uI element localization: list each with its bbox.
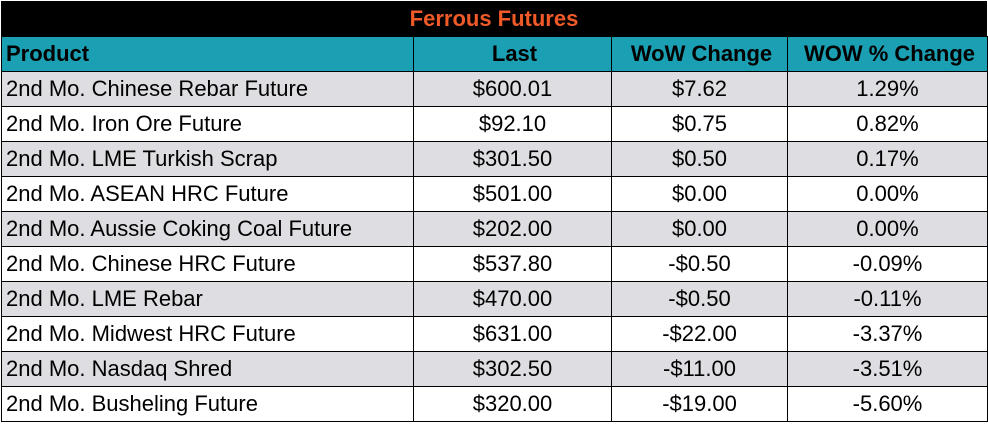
column-header-wow-change: WoW Change — [611, 36, 788, 72]
table-row: 2nd Mo. Chinese HRC Future $537.80 -$0.5… — [1, 246, 988, 282]
cell-last: $537.80 — [413, 246, 612, 282]
table-row: 2nd Mo. ASEAN HRC Future $501.00 $0.00 0… — [1, 176, 988, 212]
cell-product: 2nd Mo. LME Rebar — [1, 281, 414, 317]
cell-wow-pct-change: 0.17% — [787, 141, 988, 177]
cell-last: $631.00 — [413, 316, 612, 352]
cell-wow-pct-change: -3.37% — [787, 316, 988, 352]
cell-wow-change: $0.75 — [611, 106, 788, 142]
cell-wow-pct-change: -3.51% — [787, 351, 988, 387]
cell-wow-change: -$22.00 — [611, 316, 788, 352]
header-row: Product Last WoW Change WOW % Change — [1, 36, 988, 72]
cell-product: 2nd Mo. Aussie Coking Coal Future — [1, 211, 414, 247]
column-header-product: Product — [1, 36, 414, 72]
table-row: 2nd Mo. Iron Ore Future $92.10 $0.75 0.8… — [1, 106, 988, 142]
cell-wow-change: -$0.50 — [611, 281, 788, 317]
cell-last: $202.00 — [413, 211, 612, 247]
table-row: 2nd Mo. Nasdaq Shred $302.50 -$11.00 -3.… — [1, 351, 988, 387]
cell-product: 2nd Mo. Chinese Rebar Future — [1, 71, 414, 107]
cell-product: 2nd Mo. Busheling Future — [1, 386, 414, 422]
table-row: 2nd Mo. Midwest HRC Future $631.00 -$22.… — [1, 316, 988, 352]
cell-wow-pct-change: 0.00% — [787, 211, 988, 247]
cell-product: 2nd Mo. Iron Ore Future — [1, 106, 414, 142]
cell-last: $600.01 — [413, 71, 612, 107]
cell-last: $320.00 — [413, 386, 612, 422]
cell-wow-pct-change: -0.11% — [787, 281, 988, 317]
cell-wow-pct-change: 0.00% — [787, 176, 988, 212]
cell-product: 2nd Mo. Chinese HRC Future — [1, 246, 414, 282]
cell-wow-pct-change: 1.29% — [787, 71, 988, 107]
column-header-last: Last — [413, 36, 612, 72]
cell-wow-change: $0.00 — [611, 176, 788, 212]
table-row: 2nd Mo. Aussie Coking Coal Future $202.0… — [1, 211, 988, 247]
cell-wow-change: -$11.00 — [611, 351, 788, 387]
cell-last: $92.10 — [413, 106, 612, 142]
cell-product: 2nd Mo. Nasdaq Shred — [1, 351, 414, 387]
cell-last: $470.00 — [413, 281, 612, 317]
table-body: 2nd Mo. Chinese Rebar Future $600.01 $7.… — [1, 71, 988, 422]
cell-wow-change: -$0.50 — [611, 246, 788, 282]
cell-wow-pct-change: 0.82% — [787, 106, 988, 142]
column-header-wow-pct-change: WOW % Change — [787, 36, 988, 72]
cell-wow-change: -$19.00 — [611, 386, 788, 422]
cell-product: 2nd Mo. Midwest HRC Future — [1, 316, 414, 352]
table-row: 2nd Mo. Busheling Future $320.00 -$19.00… — [1, 386, 988, 422]
cell-product: 2nd Mo. ASEAN HRC Future — [1, 176, 414, 212]
cell-last: $501.00 — [413, 176, 612, 212]
table-row: 2nd Mo. LME Turkish Scrap $301.50 $0.50 … — [1, 141, 988, 177]
cell-wow-change: $0.50 — [611, 141, 788, 177]
cell-wow-change: $7.62 — [611, 71, 788, 107]
table-title: Ferrous Futures — [1, 1, 987, 36]
cell-wow-pct-change: -0.09% — [787, 246, 988, 282]
cell-last: $302.50 — [413, 351, 612, 387]
cell-wow-pct-change: -5.60% — [787, 386, 988, 422]
cell-product: 2nd Mo. LME Turkish Scrap — [1, 141, 414, 177]
table-row: 2nd Mo. LME Rebar $470.00 -$0.50 -0.11% — [1, 281, 988, 317]
cell-last: $301.50 — [413, 141, 612, 177]
futures-table: Product Last WoW Change WOW % Change 2nd… — [1, 36, 988, 422]
cell-wow-change: $0.00 — [611, 211, 788, 247]
table-row: 2nd Mo. Chinese Rebar Future $600.01 $7.… — [1, 71, 988, 107]
